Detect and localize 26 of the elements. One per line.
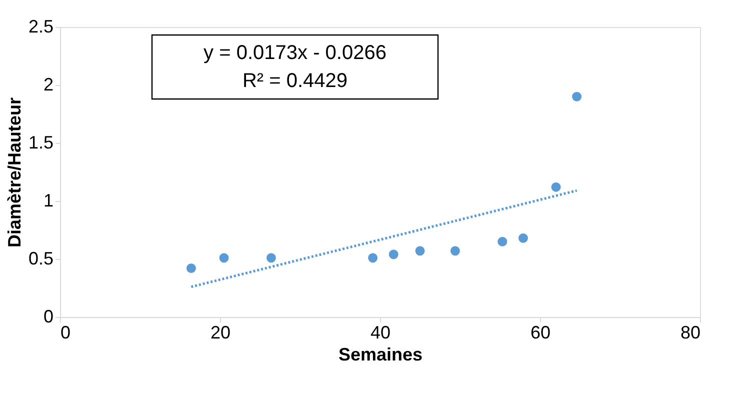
y-tick-label: 2 [43, 74, 54, 94]
y-tick-label: 0.5 [28, 248, 54, 268]
x-tick-label: 80 [680, 322, 700, 342]
point [518, 233, 528, 243]
annotation: y = 0.0173x - 0.0266 [204, 42, 386, 64]
point [186, 264, 196, 274]
point [572, 92, 582, 102]
point [450, 246, 460, 256]
point [266, 253, 276, 263]
point [551, 182, 561, 192]
x-tick-label: 60 [530, 322, 551, 342]
annotation: R² = 0.4429 [242, 70, 348, 92]
y-tick-label: 0 [43, 306, 54, 326]
point [219, 253, 229, 263]
point [415, 246, 425, 256]
y-tick-label: 2.5 [28, 16, 54, 36]
point [388, 250, 398, 260]
x-axis-title: Semaines [338, 344, 423, 364]
y-tick-label: 1 [43, 190, 54, 210]
point [498, 236, 508, 246]
y-tick-label: 1.5 [28, 132, 54, 152]
x-tick-label: 20 [210, 322, 231, 342]
x-tick-label: 40 [370, 322, 391, 342]
point [368, 253, 378, 263]
y-axis-title: Diamètre/Hauteur [4, 97, 24, 248]
x-tick-label: 0 [60, 322, 71, 342]
